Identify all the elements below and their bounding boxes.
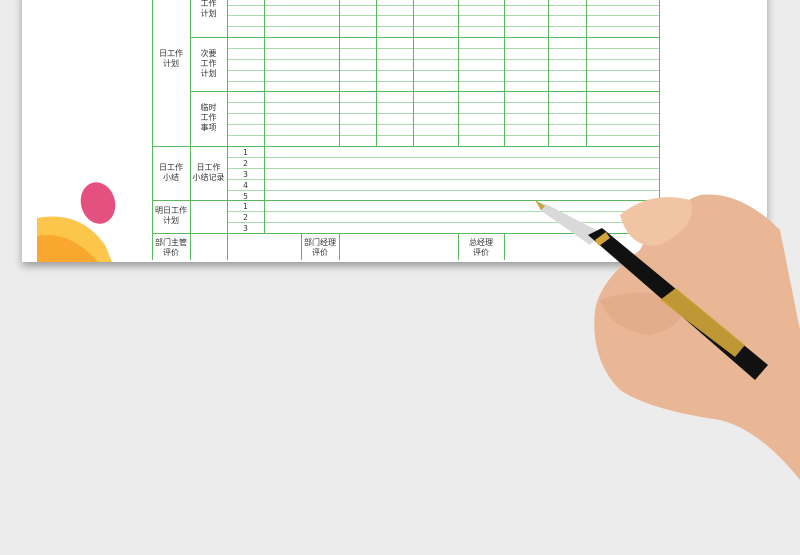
grid-line <box>227 81 659 82</box>
daily-summary-label: 日工作 小结 <box>159 163 183 182</box>
grid-line <box>504 0 505 146</box>
orange-leaf-shape <box>37 235 98 262</box>
hand-shape <box>594 194 800 480</box>
grid-line <box>152 233 659 234</box>
tomorrow-row-number: 2 <box>243 213 248 222</box>
grid-line <box>586 0 587 146</box>
grid-line <box>227 211 659 212</box>
summary-row-number: 1 <box>243 148 248 157</box>
pen-gold-ring <box>595 232 610 246</box>
pen-nib-icon <box>535 200 545 210</box>
grid-line <box>659 0 660 260</box>
grid-line <box>227 15 659 16</box>
summary-row-number: 5 <box>243 192 248 201</box>
grid-line <box>152 146 659 147</box>
grid-line <box>227 190 659 191</box>
supervisor-eval-label: 部门主管 评价 <box>155 238 187 257</box>
grid-line <box>152 0 153 260</box>
grid-line <box>458 233 459 260</box>
grid-line <box>504 233 505 260</box>
grid-line <box>458 0 459 146</box>
grid-line <box>227 157 659 158</box>
work-plan-sheet: 日工作 计划 工作 计划 次要 工作 计划 临时 工作 事项 日工作 小结 日工… <box>0 0 800 262</box>
secondary-plan-label: 次要 工作 计划 <box>200 49 217 78</box>
grid-line <box>152 200 659 201</box>
summary-row-number: 3 <box>243 170 248 179</box>
grid-line <box>227 48 659 49</box>
pen-section <box>537 202 600 245</box>
grid-line <box>227 135 659 136</box>
grid-line <box>227 0 228 260</box>
dept-manager-eval-label: 部门经理 评价 <box>304 238 336 257</box>
grid-line <box>227 102 659 103</box>
summary-row-number: 4 <box>243 181 248 190</box>
summary-row-number: 2 <box>243 159 248 168</box>
grid-line <box>227 26 659 27</box>
grid-line <box>190 0 191 260</box>
grid-line <box>227 113 659 114</box>
tomorrow-plan-label: 明日工作 计划 <box>155 206 187 225</box>
general-manager-eval-label: 总经理 评价 <box>469 238 493 257</box>
grid-line <box>227 59 659 60</box>
grid-line <box>190 91 659 92</box>
grid-line <box>301 233 302 260</box>
grid-line <box>376 0 377 146</box>
grid-line <box>264 0 265 233</box>
tomorrow-row-number: 1 <box>243 202 248 211</box>
daily-plan-label: 日工作 计划 <box>159 49 183 68</box>
grid-line <box>227 70 659 71</box>
grid-line <box>548 0 549 146</box>
thumb-shape <box>620 197 692 246</box>
grid-line <box>227 124 659 125</box>
grid-line <box>339 233 340 260</box>
grid-line <box>190 37 659 38</box>
grid-line <box>413 0 414 146</box>
grid-line <box>227 179 659 180</box>
grid-line <box>339 0 340 146</box>
main-plan-label: 工作 计划 <box>200 0 217 18</box>
pen-cap-band <box>660 288 745 357</box>
summary-record-label: 日工作 小结记录 <box>192 163 225 182</box>
grid-line <box>227 168 659 169</box>
pink-petal-shape <box>80 182 116 224</box>
finger-shape <box>600 292 682 335</box>
temporary-items-label: 临时 工作 事项 <box>200 103 217 132</box>
grid-line <box>227 222 659 223</box>
grid-line <box>227 5 659 6</box>
tomorrow-row-number: 3 <box>243 224 248 233</box>
